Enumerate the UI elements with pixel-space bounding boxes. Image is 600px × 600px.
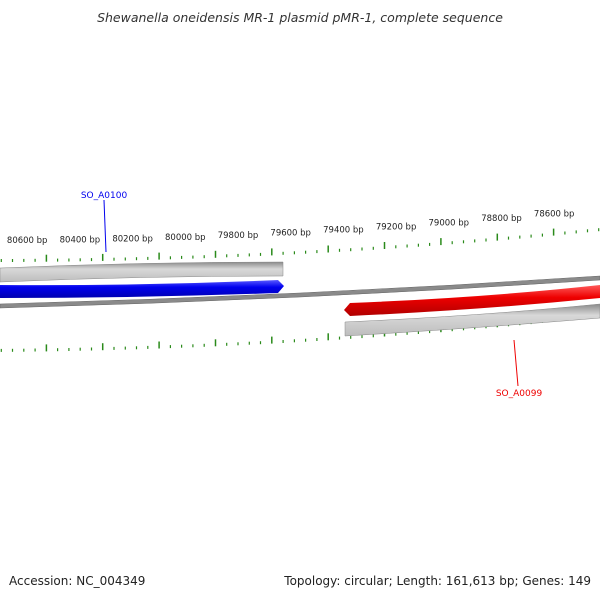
scale-label: 80600 bp xyxy=(7,236,48,246)
gene-so-a0100-label[interactable]: SO_A0100 xyxy=(81,191,128,201)
forward-track-band xyxy=(0,261,284,283)
scale-label: 79800 bp xyxy=(218,231,259,241)
sequence-backbone xyxy=(0,275,600,309)
accession-text: Accession: NC_004349 xyxy=(9,574,145,588)
map-title: Shewanella oneidensis MR-1 plasmid pMR-1… xyxy=(97,10,503,25)
scale-label: 79200 bp xyxy=(376,222,417,232)
gene-so-a0100-leader xyxy=(103,199,107,253)
sequence-summary-text: Topology: circular; Length: 161,613 bp; … xyxy=(283,574,591,588)
outer-scale-ticks xyxy=(0,228,600,262)
scale-label: 80400 bp xyxy=(60,235,101,245)
scale-label: 79000 bp xyxy=(429,219,470,229)
gene-so-a0099-leader xyxy=(513,339,519,387)
gene-so-a0099-arrow[interactable] xyxy=(344,285,600,316)
scale-label: 80000 bp xyxy=(165,233,206,243)
scale-label: 80200 bp xyxy=(112,234,153,244)
gene-so-a0100-arrow[interactable] xyxy=(0,280,284,298)
scale-label: 79400 bp xyxy=(323,226,364,236)
scale-label: 78600 bp xyxy=(534,210,575,220)
scale-label: 79600 bp xyxy=(270,229,311,239)
scale-labels: 80600 bp 80400 bp 80200 bp 80000 bp 79800 bp… xyxy=(7,210,575,246)
scale-label: 78800 bp xyxy=(481,214,522,224)
reverse-track-band xyxy=(344,303,600,337)
gene-so-a0099-label[interactable]: SO_A0099 xyxy=(496,389,543,399)
